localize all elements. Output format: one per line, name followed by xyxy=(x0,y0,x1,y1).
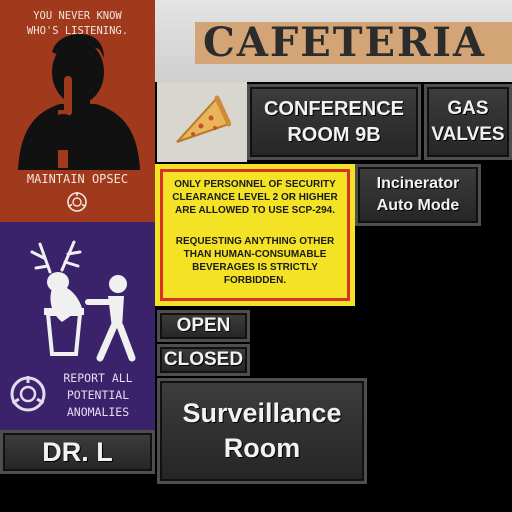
poster-opsec-bottom-text: MAINTAIN OPSEC xyxy=(26,172,129,186)
poster-opsec-top-text: YOU NEVER KNOW WHO'S LISTENING. xyxy=(26,10,129,37)
warning-notice-scp-294: ONLY PERSONNEL OF SECURITY CLEARANCE LEV… xyxy=(155,164,355,306)
sign-incinerator-auto-mode: Incinerator Auto Mode xyxy=(355,164,481,226)
warning-notice-border xyxy=(160,169,350,301)
pizza-tile xyxy=(157,82,247,162)
poster-report-anomalies: REPORT ALL POTENTIAL ANOMALIES xyxy=(0,222,155,430)
pizza-slice-icon xyxy=(176,95,231,143)
trash-anomaly-icon xyxy=(30,240,136,362)
poster-anomaly-text: REPORT ALL POTENTIAL ANOMALIES xyxy=(63,371,133,419)
sign-gas-valves: GAS VALVES xyxy=(424,84,512,160)
poster-maintain-opsec: YOU NEVER KNOW WHO'S LISTENING. MAINTAIN… xyxy=(0,0,155,222)
banner-strip xyxy=(195,22,512,64)
warning-paragraph-2: REQUESTING ANYTHING OTHER THAN HUMAN-CON… xyxy=(175,236,335,286)
scp-logo-icon xyxy=(10,376,46,412)
cafeteria-title: CAFETERIA xyxy=(203,19,486,66)
sign-open: OPEN xyxy=(157,310,250,342)
silhouette-shush-icon xyxy=(18,34,140,170)
scp-logo-icon xyxy=(67,192,87,212)
sign-closed: CLOSED xyxy=(157,344,250,376)
sign-surveillance-room: Surveillance Room xyxy=(157,378,367,484)
name-plate-dr-l: DR. L xyxy=(0,430,155,474)
warning-paragraph-1: ONLY PERSONNEL OF SECURITY CLEARANCE LEV… xyxy=(172,179,338,216)
sign-conference-room: CONFERENCE ROOM 9B xyxy=(247,84,421,160)
cafeteria-banner: CAFETERIA xyxy=(155,0,512,82)
